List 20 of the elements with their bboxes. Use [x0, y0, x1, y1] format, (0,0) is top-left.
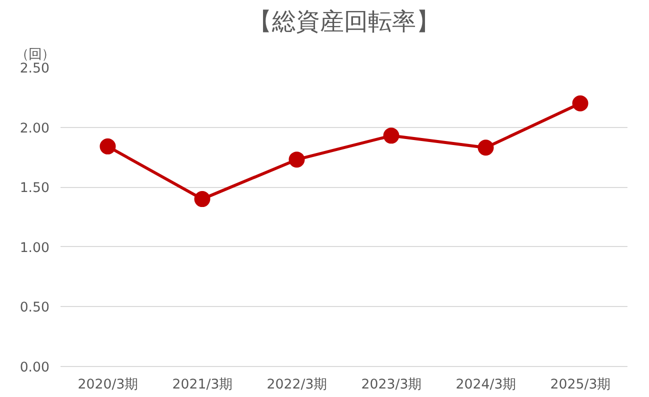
point	[288, 152, 305, 168]
y-tick-label: 1.50	[20, 181, 50, 196]
point	[100, 138, 116, 154]
y-tick-label: 0.50	[20, 300, 50, 316]
x-tick-label: 2024/3期	[456, 378, 516, 392]
y-tick-label: 0.00	[20, 360, 50, 376]
y-tick-label: 1.00	[20, 240, 50, 256]
y-tick-label: 2.00	[20, 121, 50, 136]
chart-title: 【総資産回転率】	[248, 8, 440, 36]
x-tick-label: 2025/3期	[550, 378, 610, 392]
point	[194, 191, 210, 208]
point	[478, 140, 494, 156]
x-tick-label: 2022/3期	[266, 378, 327, 392]
x-tick-label: 2023/3期	[361, 378, 422, 392]
point	[383, 128, 400, 144]
y-tick-label: 2.50	[20, 62, 50, 76]
x-tick-label: 2021/3期	[172, 378, 232, 392]
point	[572, 95, 588, 112]
y-axis-title: （回）	[16, 48, 54, 62]
x-tick-label: 2020/3期	[78, 378, 138, 392]
